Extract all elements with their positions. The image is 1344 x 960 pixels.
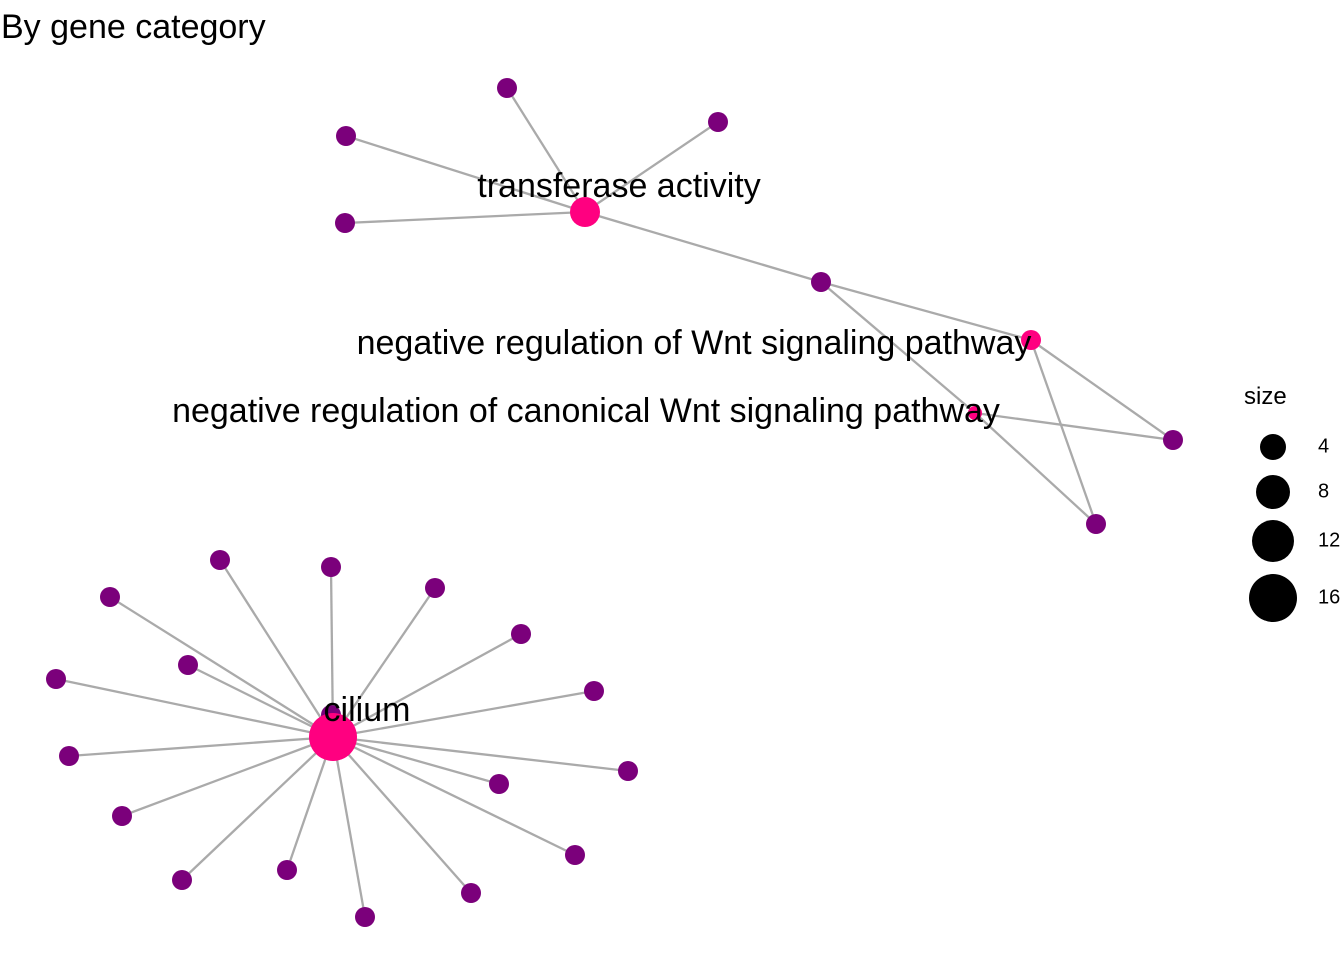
edge-g5-cat_canonical_wnt (820, 281, 976, 414)
edge-cat_transferase-g1 (506, 87, 586, 213)
edge-cat_cilium-c7 (55, 677, 334, 739)
category-node-cat_cilium (309, 713, 357, 761)
gene-node-g6 (1163, 430, 1183, 450)
gene-node-g5 (811, 272, 831, 292)
edge-cat_cilium-c3 (332, 587, 436, 738)
edges-layer (55, 87, 1174, 918)
legend-size-circle-12 (1252, 520, 1294, 562)
edge-cat_transferase-g3 (345, 134, 586, 214)
gene-node-c11 (489, 774, 509, 794)
legend-size-circle-16 (1249, 574, 1297, 622)
gene-node-c15 (277, 860, 297, 880)
category-label-cat_canonical_wnt: negative regulation of canonical Wnt sig… (172, 392, 1000, 430)
legend-size-label-4: 4 (1318, 435, 1329, 457)
gene-node-g2 (708, 112, 728, 132)
gene-node-g4 (335, 213, 355, 233)
gene-node-c16 (461, 883, 481, 903)
plot-title: By gene category (1, 8, 266, 46)
edge-cat_transferase-g2 (584, 121, 719, 213)
category-node-cat_transferase (570, 197, 600, 227)
edge-cat_transferase-g4 (344, 210, 586, 225)
gene-node-c1 (210, 550, 230, 570)
labels-layer: transferase activity negative regulation … (172, 167, 1031, 729)
edge-cat_cilium-c10 (332, 735, 629, 773)
legend-title: size (1244, 383, 1287, 410)
gene-node-c7 (46, 669, 66, 689)
legend-size-label-12: 12 (1318, 529, 1340, 551)
edge-cat_cilium-c11 (332, 735, 500, 786)
legend-size-label-16: 16 (1318, 586, 1340, 608)
gene-node-c10 (618, 761, 638, 781)
legend-size-label-8: 8 (1318, 480, 1329, 502)
edge-cat_cilium-c5 (332, 632, 522, 739)
gene-node-c2 (321, 557, 341, 577)
edge-cat_cilium-c6 (187, 663, 334, 739)
gene-node-c13 (565, 845, 585, 865)
category-label-cat_wnt: negative regulation of Wnt signaling pat… (357, 324, 1032, 362)
nodes-layer (46, 78, 1183, 927)
edge-cat_cilium-c1 (219, 559, 334, 738)
category-node-cat_canonical_wnt (968, 406, 982, 420)
edge-cat_wnt-g6 (1030, 339, 1174, 441)
legend-size-circle-4 (1260, 434, 1286, 460)
category-label-cat_transferase: transferase activity (477, 167, 760, 205)
edge-cat_cilium-c13 (332, 735, 576, 857)
gene-node-c5 (511, 624, 531, 644)
gene-node-c6 (178, 655, 198, 675)
edge-cat_cilium-c9 (68, 735, 334, 758)
edge-cat_cilium-c8 (332, 689, 595, 739)
edge-cat_cilium-c17 (331, 736, 367, 918)
gene-node-g3 (336, 126, 356, 146)
edge-cat_cilium-c12 (121, 735, 334, 818)
gene-node-g7 (1086, 514, 1106, 534)
legend-size-circle-8 (1256, 475, 1290, 509)
legend-entries: 4 8 12 16 (1249, 434, 1340, 622)
edge-cat_canonical_wnt-g6 (974, 411, 1174, 442)
edge-cat_canonical_wnt-g7 (974, 412, 1097, 525)
gene-node-c12 (112, 806, 132, 826)
gene-node-c4 (100, 587, 120, 607)
gene-node-c9 (59, 746, 79, 766)
edge-cat_cilium-c4 (109, 596, 334, 738)
gene-node-c3 (425, 578, 445, 598)
category-label-cat_cilium: cilium (324, 691, 411, 729)
category-node-cat_wnt (1021, 330, 1041, 350)
gene-node-c14 (172, 870, 192, 890)
edge-g5-cat_wnt (820, 280, 1032, 342)
gene-node-c17 (355, 907, 375, 927)
edge-cat_cilium-c16 (332, 736, 472, 894)
edge-cat_cilium-c14 (181, 736, 334, 881)
gene-node-c8 (584, 681, 604, 701)
edge-cat_wnt-g7 (1029, 339, 1098, 525)
edge-cat_transferase-g5 (584, 210, 822, 284)
gene-node-g1 (497, 78, 517, 98)
size-legend: size 4 8 12 16 (1244, 383, 1340, 622)
